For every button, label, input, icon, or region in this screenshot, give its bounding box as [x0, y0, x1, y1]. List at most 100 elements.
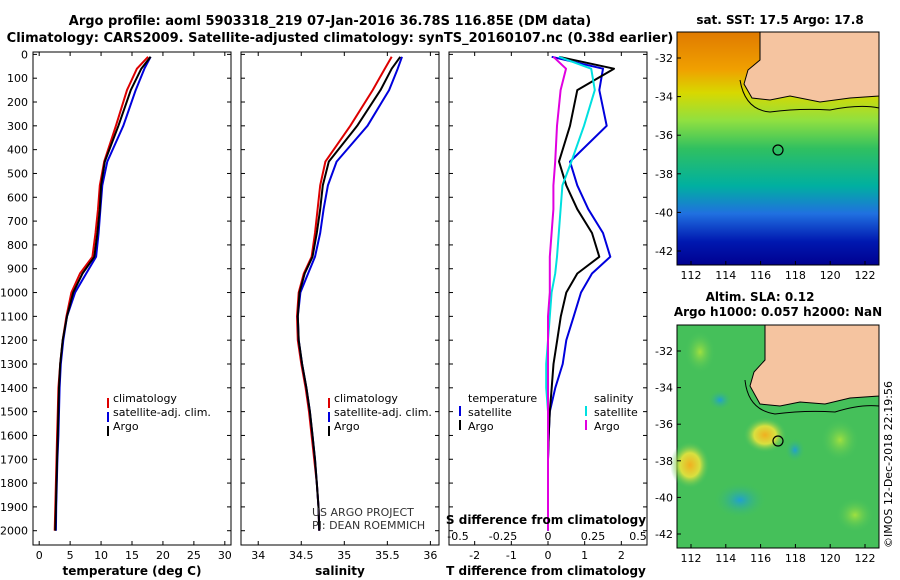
depth-tick-label: 400 — [7, 144, 28, 157]
map-lat-label: -40 — [655, 491, 673, 504]
map-lon-label: 120 — [820, 269, 841, 282]
x-tick-label: 10 — [94, 549, 108, 562]
x-tick-label: 34 — [251, 549, 265, 562]
difference-xlabel-top: S difference from climatology — [446, 513, 646, 527]
s-diff-tick-label: -0.5 — [447, 530, 468, 543]
legend-s-satellite: satellite — [594, 406, 638, 419]
sst-map-title: sat. SST: 17.5 Argo: 17.8 — [696, 13, 863, 27]
depth-tick-label: 900 — [7, 263, 28, 276]
s-diff-tick-label: -0.25 — [489, 530, 517, 543]
map-lon-label: 116 — [750, 552, 771, 565]
sla-map — [670, 324, 880, 549]
depth-tick-label: 1500 — [0, 406, 28, 419]
legend-salinity-title: salinity — [594, 392, 634, 405]
map-lat-label: -36 — [655, 418, 673, 431]
argo-float-marker — [772, 144, 784, 156]
temperature-xlabel: temperature (deg C) — [63, 564, 202, 578]
depth-tick-label: 1400 — [0, 382, 28, 395]
depth-tick-label: 1700 — [0, 453, 28, 466]
map-lon-label: 112 — [681, 269, 702, 282]
salinity-xlabel: salinity — [315, 564, 365, 578]
depth-tick-label: 1300 — [0, 358, 28, 371]
title-line-2: Climatology: CARS2009. Satellite-adjuste… — [7, 31, 674, 46]
x-tick-label: 0 — [545, 549, 552, 562]
map-lon-label: 112 — [681, 552, 702, 565]
x-tick-label: 20 — [156, 549, 170, 562]
depth-tick-label: 1800 — [0, 477, 28, 490]
s-diff-tick-label: 0 — [545, 530, 552, 543]
project-annotation-1: US ARGO PROJECT — [312, 506, 414, 519]
x-tick-label: 35 — [337, 549, 351, 562]
x-tick-label: 15 — [125, 549, 139, 562]
x-tick-label: 0 — [36, 549, 43, 562]
map-lat-label: -36 — [655, 129, 673, 142]
depth-tick-label: 1000 — [0, 287, 28, 300]
depth-tick-label: 1200 — [0, 334, 28, 347]
depth-tick-label: 200 — [7, 96, 28, 109]
map-lon-label: 114 — [715, 552, 736, 565]
legend-t-argo: Argo — [468, 420, 494, 433]
legend-satellite-adj: satellite-adj. clim. — [113, 406, 211, 419]
depth-tick-label: 700 — [7, 215, 28, 228]
imos-credit: ©IMOS 12-Dec-2018 22:19:56 — [882, 381, 895, 548]
depth-tick-label: 100 — [7, 72, 28, 85]
temperature-legend: climatology satellite-adj. clim. Argo — [107, 392, 211, 436]
legend-s-argo: Argo — [594, 420, 620, 433]
sst-map — [676, 31, 880, 266]
depth-tick-label: 500 — [7, 167, 28, 180]
x-tick-label: 36 — [423, 549, 437, 562]
project-annotation-2: PI: DEAN ROEMMICH — [312, 519, 425, 532]
legend-argo: Argo — [334, 420, 360, 433]
map-lon-label: 116 — [750, 269, 771, 282]
legend-temperature-title: temperature — [468, 392, 537, 405]
map-lat-label: -42 — [655, 528, 673, 541]
legend-satellite-adj: satellite-adj. clim. — [334, 406, 432, 419]
difference-legend: temperature satellite Argo salinity sate… — [459, 392, 638, 433]
depth-tick-label: 300 — [7, 120, 28, 133]
map-lat-label: -32 — [655, 52, 673, 65]
map-lat-label: -42 — [655, 245, 673, 258]
x-tick-label: 30 — [218, 549, 232, 562]
s-diff-tick-label: 0.5 — [629, 530, 647, 543]
depth-tick-label: 0 — [21, 48, 28, 61]
map-lat-label: -40 — [655, 206, 673, 219]
map-lon-label: 118 — [785, 269, 806, 282]
depth-tick-label: 1100 — [0, 310, 28, 323]
map-lon-label: 122 — [855, 552, 876, 565]
map-lon-label: 122 — [855, 269, 876, 282]
legend-climatology: climatology — [113, 392, 177, 405]
temperature-panel — [32, 51, 232, 546]
map-lon-label: 120 — [820, 552, 841, 565]
x-tick-label: 25 — [187, 549, 201, 562]
x-tick-label: 2 — [618, 549, 625, 562]
legend-argo: Argo — [113, 420, 139, 433]
x-tick-label: 34.5 — [289, 549, 314, 562]
salinity-panel — [240, 51, 440, 546]
depth-tick-label: 2000 — [0, 525, 28, 538]
depth-tick-label: 1600 — [0, 429, 28, 442]
sla-map-title-1: Altim. SLA: 0.12 — [706, 290, 815, 304]
legend-climatology: climatology — [334, 392, 398, 405]
x-tick-label: 1 — [581, 549, 588, 562]
map-lat-label: -38 — [655, 455, 673, 468]
depth-tick-label: 600 — [7, 191, 28, 204]
title-line-1: Argo profile: aoml 5903318_219 07-Jan-20… — [69, 14, 591, 29]
map-lon-label: 114 — [715, 269, 736, 282]
map-lat-label: -38 — [655, 168, 673, 181]
s-diff-tick-label: 0.25 — [581, 530, 606, 543]
x-tick-label: 5 — [67, 549, 74, 562]
series-line-s-argo — [547, 56, 567, 531]
difference-xlabel: T difference from climatology — [446, 564, 646, 578]
sla-map-title-2: Argo h1000: 0.057 h2000: NaN — [674, 305, 882, 319]
x-tick-label: -1 — [506, 549, 517, 562]
legend-t-satellite: satellite — [468, 406, 512, 419]
salinity-legend: climatology satellite-adj. clim. Argo — [328, 392, 432, 436]
map-lat-label: -34 — [655, 382, 673, 395]
series-line-argo — [54, 56, 152, 531]
depth-tick-label: 800 — [7, 239, 28, 252]
x-tick-label: -2 — [469, 549, 480, 562]
map-lon-label: 118 — [785, 552, 806, 565]
map-lat-label: -32 — [655, 345, 673, 358]
depth-tick-label: 1900 — [0, 501, 28, 514]
